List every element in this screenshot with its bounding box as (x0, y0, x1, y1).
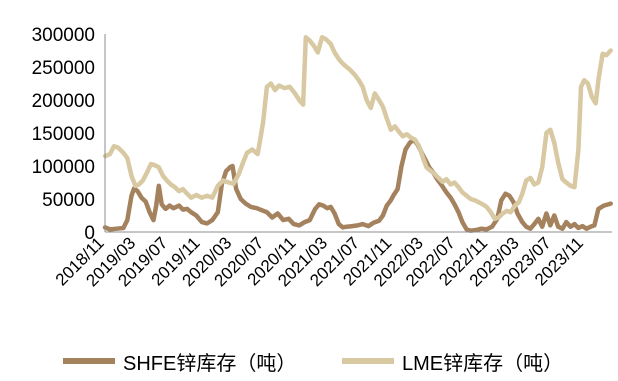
legend-swatch-shfe (63, 358, 115, 364)
legend-swatch-lme (342, 358, 394, 364)
y-tick-label: 100000 (32, 157, 95, 178)
chart-legend: SHFE锌库存（吨） LME锌库存（吨） (0, 346, 618, 376)
y-tick-label: 50000 (42, 190, 95, 211)
series-layer (102, 35, 613, 233)
legend-item-lme: LME锌库存（吨） (342, 346, 563, 376)
series-line-lme (102, 35, 613, 222)
chart-canvas: 300000 250000 200000 150000 100000 50000 0 201… (32, 25, 613, 290)
legend-item-shfe: SHFE锌库存（吨） (63, 346, 296, 376)
y-tick-label: 300000 (32, 25, 95, 46)
legend-label-shfe: SHFE锌库存（吨） (123, 352, 297, 375)
y-tick-label: 200000 (32, 91, 95, 112)
y-tick-label: 0 (84, 223, 95, 244)
y-tick-label: 250000 (32, 58, 95, 79)
series-line-shfe (102, 137, 613, 233)
x-axis-tick-labels: 2018/112019/032019/072019/112020/032020/… (52, 233, 587, 290)
axes (104, 34, 612, 233)
y-axis-tick-labels: 300000 250000 200000 150000 100000 50000 0 (32, 25, 95, 244)
legend-label-lme: LME锌库存（吨） (402, 352, 564, 375)
y-tick-label: 150000 (32, 124, 95, 145)
